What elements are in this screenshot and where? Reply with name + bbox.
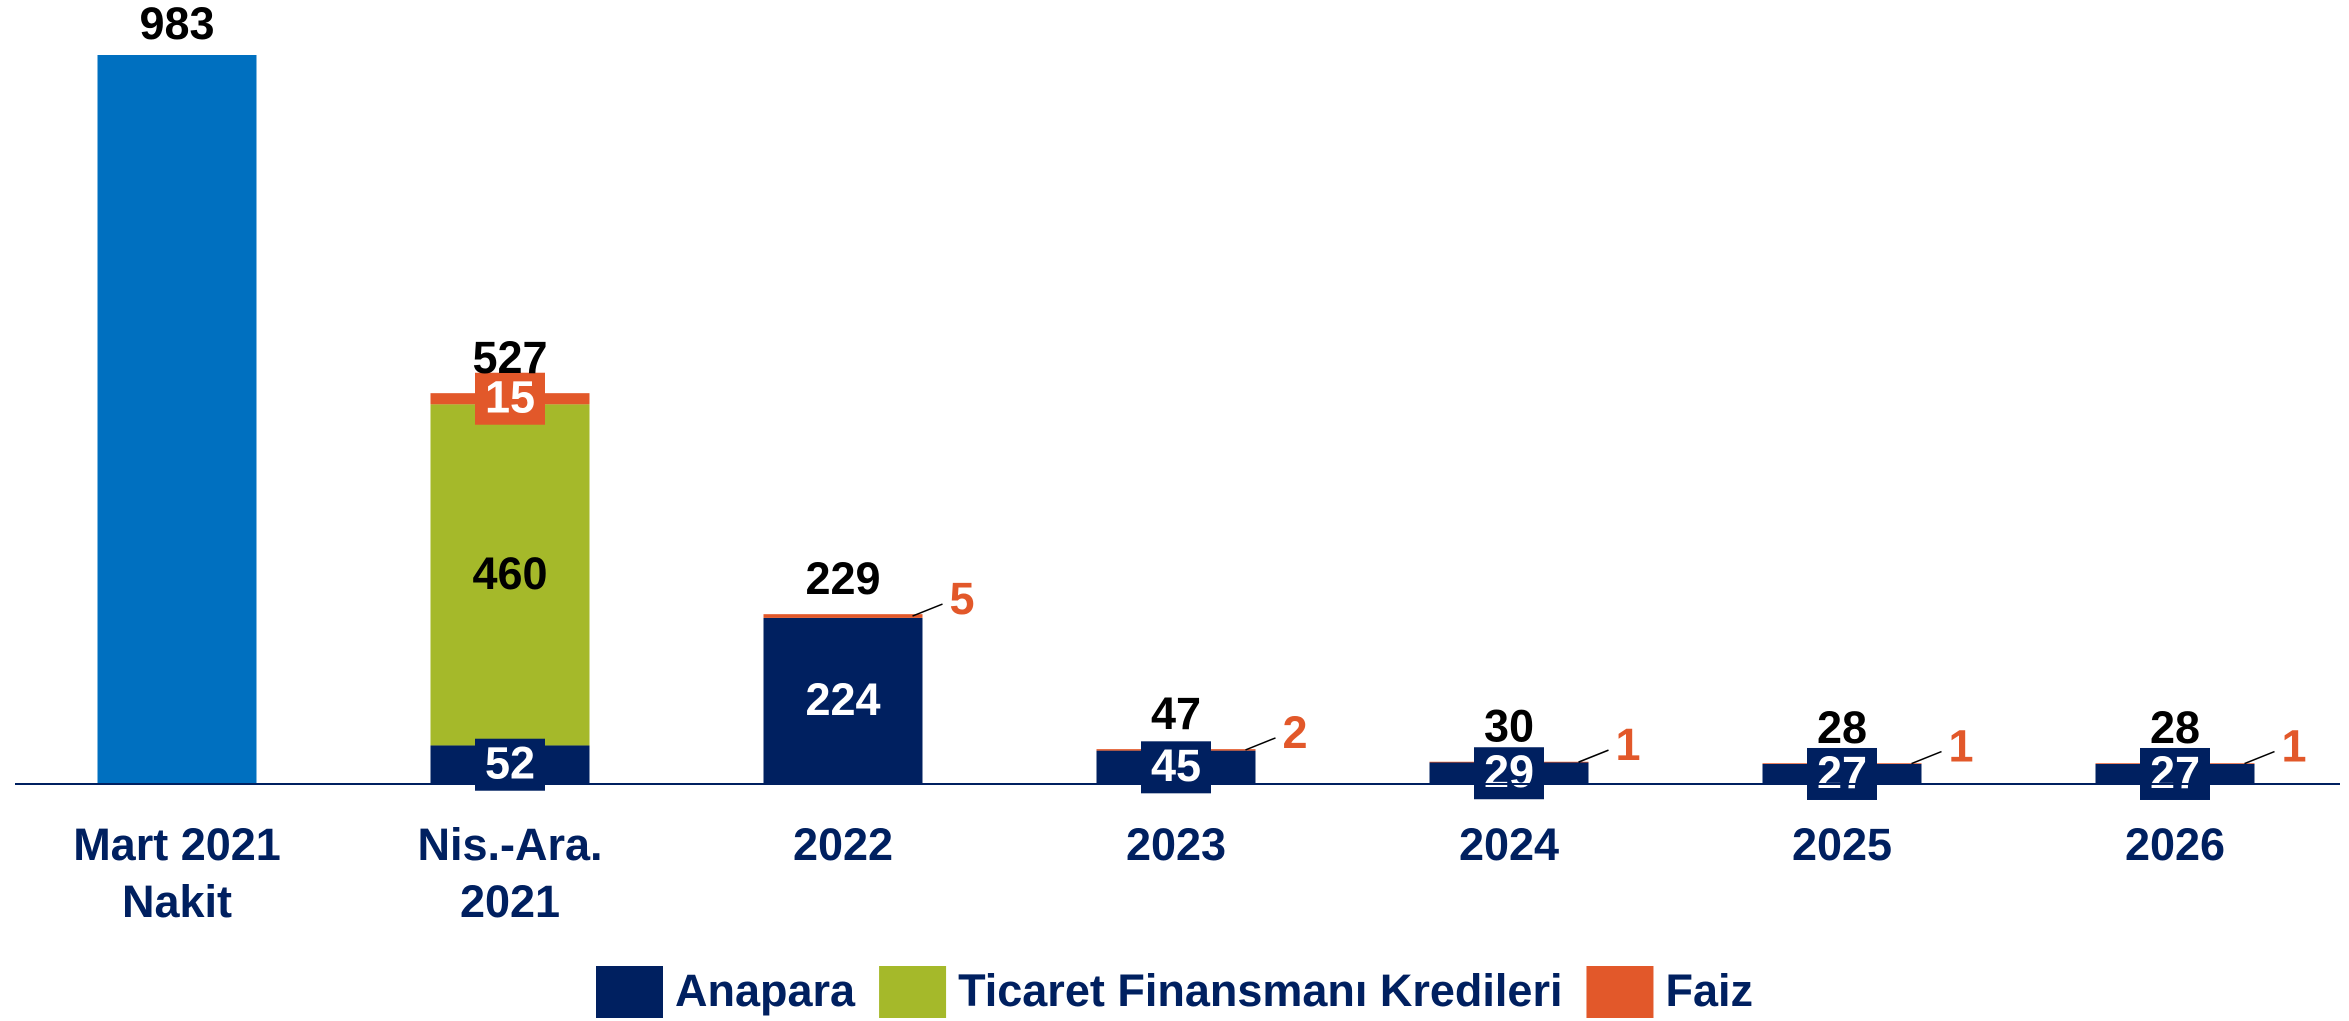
legend-swatch <box>1586 966 1654 1018</box>
total-label: 229 <box>805 553 880 604</box>
x-tick-label: Mart 2021 <box>73 819 281 870</box>
label-box <box>1807 747 1877 800</box>
leader-line <box>1911 750 1942 765</box>
segment-label-outside: 5 <box>950 573 975 624</box>
label-box <box>475 372 545 425</box>
x-tick-label: 2026 <box>2125 819 2225 870</box>
total-label: 30 <box>1484 701 1534 752</box>
segment-label-outside: 1 <box>1949 720 1974 771</box>
x-tick-label: 2025 <box>1792 819 1892 870</box>
segment-label: 460 <box>472 548 547 599</box>
x-tick-label: Nis.-Ara. <box>417 819 602 870</box>
legend-label: Faiz <box>1665 965 1753 1016</box>
segment-label-outside: 1 <box>1616 719 1641 770</box>
label-box <box>2140 747 2210 800</box>
cash-bar <box>97 55 257 784</box>
bar-segment <box>430 404 590 746</box>
total-label: 527 <box>472 332 547 383</box>
bar-segment <box>763 614 923 618</box>
total-label: 47 <box>1151 688 1201 739</box>
segment-label: 15 <box>485 372 535 423</box>
legend-swatch <box>879 966 947 1018</box>
leader-line <box>912 603 943 617</box>
segment-label: 29 <box>1484 746 1534 797</box>
segment-label: 224 <box>805 674 880 725</box>
legend-label: Ticaret Finansmanı Kredileri <box>958 965 1562 1016</box>
total-label: 28 <box>2150 702 2200 753</box>
total-label: 983 <box>139 0 214 49</box>
label-box <box>475 738 545 791</box>
segment-label-outside: 2 <box>1283 707 1308 758</box>
segment-label: 27 <box>2150 747 2200 798</box>
segment-label-outside: 1 <box>2282 720 2307 771</box>
x-tick-label: 2023 <box>1126 819 1226 870</box>
legend-swatch <box>596 966 663 1018</box>
x-tick-label: 2024 <box>1459 819 1559 870</box>
bar-segment <box>763 617 923 784</box>
total-label: 28 <box>1817 702 1867 753</box>
x-tick-label: 2022 <box>793 819 893 870</box>
segment-label: 52 <box>485 738 535 789</box>
label-box <box>1474 747 1544 800</box>
segment-label: 27 <box>1817 747 1867 798</box>
legend-label: Anapara <box>675 965 856 1016</box>
segment-label: 45 <box>1151 740 1201 791</box>
x-tick-label: 2021 <box>460 876 560 927</box>
leader-line <box>1578 749 1609 763</box>
leader-line <box>2244 750 2275 765</box>
x-tick-label: Nakit <box>122 876 232 927</box>
leader-line <box>1245 737 1276 751</box>
